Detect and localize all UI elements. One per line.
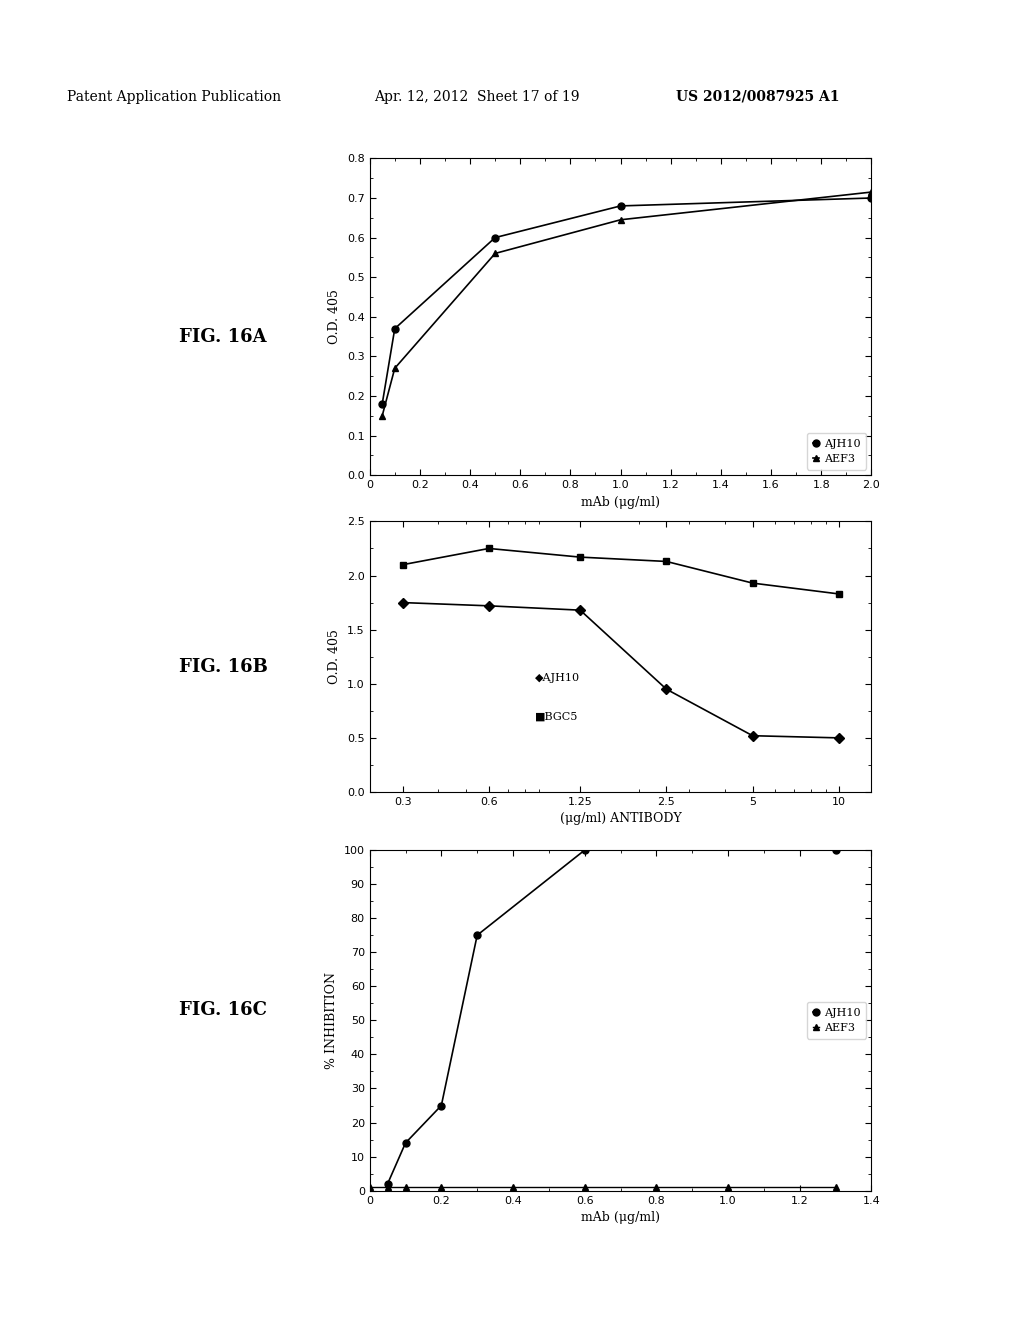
Line: AJH10: AJH10 — [379, 194, 874, 408]
AJH10 — [489, 230, 502, 246]
AJH10 — [399, 1135, 412, 1151]
Text: US 2012/0087925 A1: US 2012/0087925 A1 — [676, 90, 840, 104]
X-axis label: mAb (μg/ml): mAb (μg/ml) — [581, 1210, 660, 1224]
Text: FIG. 16B: FIG. 16B — [179, 657, 268, 676]
Text: Apr. 12, 2012  Sheet 17 of 19: Apr. 12, 2012 Sheet 17 of 19 — [374, 90, 580, 104]
AEF3 — [829, 1179, 842, 1195]
Y-axis label: O.D. 405: O.D. 405 — [329, 630, 341, 684]
Legend: AJH10, AEF3: AJH10, AEF3 — [807, 433, 866, 470]
Text: ■BGC5: ■BGC5 — [536, 711, 579, 721]
AJH10 — [381, 1176, 393, 1192]
AEF3 — [614, 211, 627, 227]
AEF3 — [489, 246, 502, 261]
AJH10 — [829, 842, 842, 858]
Y-axis label: O.D. 405: O.D. 405 — [329, 289, 341, 345]
AEF3 — [376, 408, 388, 424]
AJH10 — [471, 927, 483, 942]
AJH10 — [435, 1098, 447, 1114]
AEF3 — [579, 1179, 591, 1195]
AEF3 — [381, 1179, 393, 1195]
AEF3 — [722, 1179, 734, 1195]
AJH10 — [614, 198, 627, 214]
Text: Patent Application Publication: Patent Application Publication — [67, 90, 281, 104]
AEF3 — [507, 1179, 519, 1195]
AEF3 — [399, 1179, 412, 1195]
Text: ◆AJH10: ◆AJH10 — [536, 673, 581, 684]
AEF3 — [650, 1179, 663, 1195]
AEF3 — [364, 1179, 376, 1195]
AJH10 — [376, 396, 388, 412]
AJH10 — [579, 842, 591, 858]
Line: AEF3: AEF3 — [367, 1184, 839, 1191]
Legend: AJH10, AEF3: AJH10, AEF3 — [807, 1002, 866, 1039]
Text: FIG. 16A: FIG. 16A — [179, 327, 267, 346]
Text: FIG. 16C: FIG. 16C — [179, 1001, 267, 1019]
Y-axis label: % INHIBITION: % INHIBITION — [326, 972, 338, 1069]
AJH10 — [865, 190, 878, 206]
AJH10 — [389, 321, 401, 337]
X-axis label: (μg/ml) ANTIBODY: (μg/ml) ANTIBODY — [560, 812, 681, 825]
AEF3 — [389, 360, 401, 376]
Line: AEF3: AEF3 — [379, 189, 874, 420]
AEF3 — [865, 185, 878, 201]
AEF3 — [435, 1179, 447, 1195]
X-axis label: mAb (μg/ml): mAb (μg/ml) — [581, 495, 660, 508]
Line: AJH10: AJH10 — [384, 846, 839, 1187]
